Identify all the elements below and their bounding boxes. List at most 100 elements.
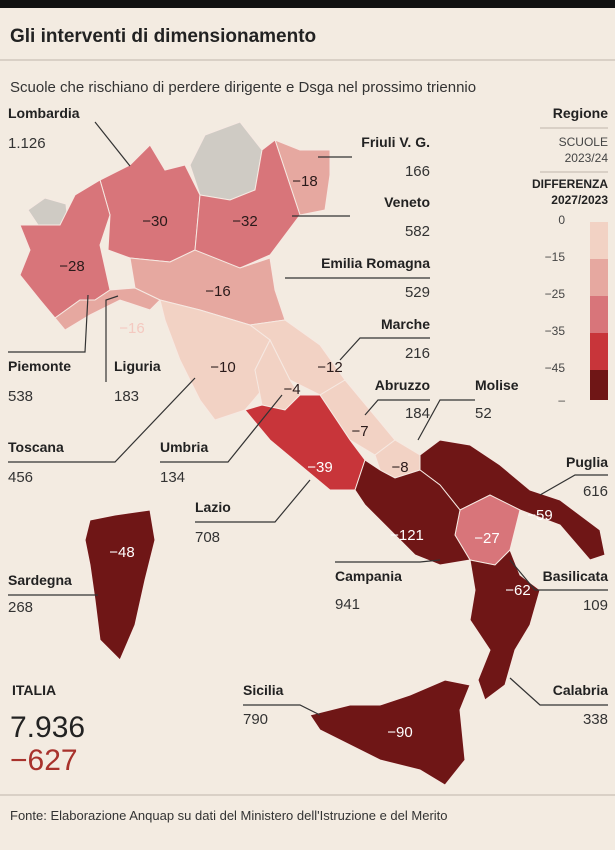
region-name: Umbria — [160, 439, 208, 455]
region-difference: −39 — [307, 459, 332, 476]
region-difference: −32 — [232, 213, 257, 230]
region-schools: 52 — [475, 405, 492, 422]
leader-line — [539, 474, 608, 496]
region-name: Sicilia — [243, 682, 284, 698]
italia-schools: 7.936 — [10, 711, 85, 744]
region-schools: 184 — [405, 405, 430, 422]
leader-line — [243, 704, 321, 716]
source: Fonte: Elaborazione Anquap su dati del M… — [10, 808, 448, 823]
leader-line — [195, 479, 311, 523]
leader-line — [339, 337, 430, 361]
legend: Regione SCUOLE 2023/24 DIFFERENZA 2027/2… — [532, 105, 608, 407]
region-name: Lombardia — [8, 105, 80, 121]
region-schools: 338 — [583, 711, 608, 728]
legend-difference-label: 2027/2023 — [551, 193, 608, 207]
region-schools: 216 — [405, 345, 430, 362]
leader-line — [8, 377, 196, 463]
region-shape — [244, 394, 366, 491]
subtitle: Scuole che rischiano di perdere dirigent… — [10, 79, 476, 96]
region-schools: 109 — [583, 597, 608, 614]
national-total: ITALIA 7.936 −627 — [10, 682, 85, 777]
region-name: Toscana — [8, 439, 64, 455]
leader-lines — [8, 121, 608, 716]
region-shape — [354, 459, 471, 566]
region-name: Piemonte — [8, 358, 71, 374]
region-name: Sardegna — [8, 572, 72, 588]
top-bar — [0, 0, 615, 8]
region-name: Veneto — [384, 194, 430, 210]
region-shape — [469, 549, 541, 701]
leader-line — [509, 677, 608, 706]
region-shape — [19, 179, 111, 319]
region-shape — [99, 144, 201, 263]
region-labels: Lombardia 1.126 Friuli V. G. 166 Veneto … — [8, 105, 608, 728]
legend-tick: −35 — [545, 324, 566, 338]
region-difference: −27 — [474, 530, 499, 547]
region-difference: −10 — [210, 359, 235, 376]
region-shape — [159, 299, 271, 421]
region-difference: −18 — [292, 173, 317, 190]
leader-line — [335, 559, 441, 563]
region-name: Puglia — [566, 454, 608, 470]
leader-line — [509, 559, 608, 591]
region-difference: −62 — [505, 582, 530, 599]
legend-schools-label: SCUOLE — [559, 135, 608, 149]
region-difference: −28 — [59, 258, 84, 275]
legend-tick: – — [558, 393, 565, 407]
region-shape — [84, 509, 156, 661]
leader-line — [417, 399, 475, 441]
map — [19, 121, 606, 786]
legend-difference-label: DIFFERENZA — [532, 177, 608, 191]
region-schools: 538 — [8, 388, 33, 405]
region-difference: −90 — [387, 724, 412, 741]
legend-tick: −25 — [545, 287, 566, 301]
region-difference: −8 — [391, 459, 408, 476]
region-schools: 1.126 — [8, 135, 46, 152]
region-difference: −48 — [109, 544, 134, 561]
region-name: Basilicata — [543, 568, 609, 584]
region-difference: −30 — [142, 213, 167, 230]
region-schools: 268 — [8, 599, 33, 616]
leader-line — [8, 294, 89, 353]
difference-labels: −30 −18 −32 −16 −12 −7 −8 −59 −27 −62 −2… — [59, 173, 552, 741]
italia-label: ITALIA — [12, 682, 56, 698]
leader-line — [94, 121, 131, 167]
leader-line — [364, 399, 430, 416]
legend-tick: 0 — [558, 213, 565, 227]
region-schools: 529 — [405, 284, 430, 301]
region-nodata — [189, 121, 263, 201]
legend-swatch — [590, 222, 608, 259]
legend-title: Regione — [553, 105, 608, 121]
region-difference: −16 — [119, 320, 144, 337]
region-name: Marche — [381, 316, 430, 332]
region-difference: −12 — [317, 359, 342, 376]
region-name: Friuli V. G. — [361, 134, 430, 150]
region-difference: −7 — [351, 423, 368, 440]
region-difference: −16 — [205, 283, 230, 300]
region-difference: −59 — [527, 507, 552, 524]
legend-schools-label: 2023/24 — [565, 151, 609, 165]
region-name: Calabria — [553, 682, 608, 698]
region-difference: −121 — [390, 527, 424, 544]
italia-difference: −627 — [10, 744, 78, 777]
region-name: Lazio — [195, 499, 231, 515]
region-schools: 582 — [405, 223, 430, 240]
region-schools: 616 — [583, 483, 608, 500]
region-name: Abruzzo — [375, 377, 430, 393]
legend-swatch — [590, 333, 608, 370]
region-name: Campania — [335, 568, 402, 584]
region-schools: 183 — [114, 388, 139, 405]
region-schools: 166 — [405, 163, 430, 180]
legend-tick: −45 — [545, 361, 566, 375]
region-schools: 941 — [335, 596, 360, 613]
region-schools: 456 — [8, 469, 33, 486]
region-shape — [309, 679, 471, 786]
region-difference: −4 — [283, 381, 300, 398]
leader-line — [105, 295, 119, 382]
region-name: Liguria — [114, 358, 161, 374]
legend-tick: −15 — [545, 250, 566, 264]
title: Gli interventi di dimensionamento — [10, 26, 316, 47]
legend-swatch — [590, 370, 608, 400]
